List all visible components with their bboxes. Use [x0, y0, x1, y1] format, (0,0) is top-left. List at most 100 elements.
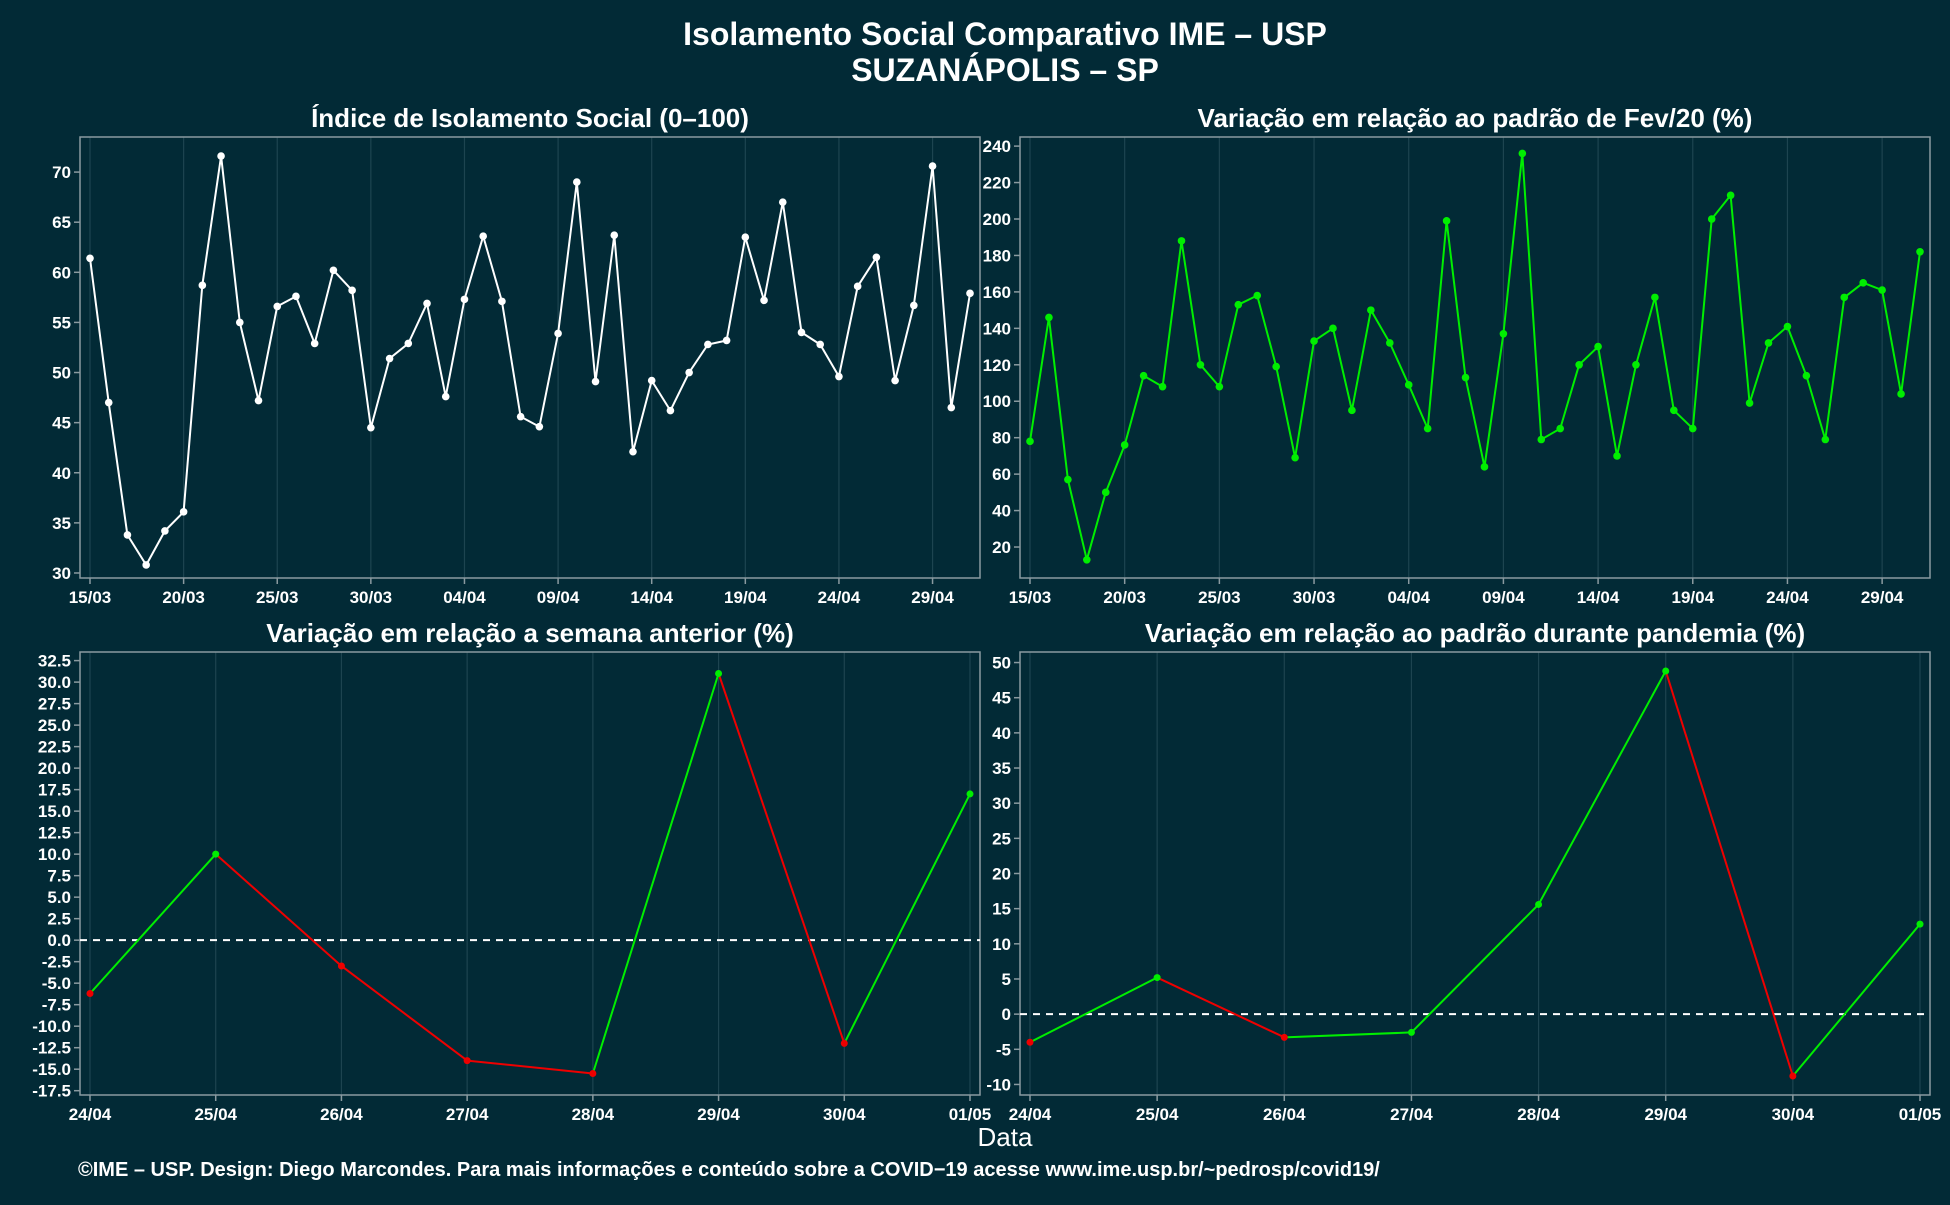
y-tick-label: 240: [983, 137, 1011, 156]
data-point: [1594, 342, 1602, 351]
data-point: [516, 412, 525, 421]
data-point: [1101, 488, 1110, 497]
data-point: [1120, 441, 1129, 449]
y-tick-label: 60: [992, 465, 1011, 484]
y-tick-label: 5.0: [47, 888, 71, 907]
y-tick-label: 25.0: [38, 716, 71, 735]
series-line: [1029, 153, 1921, 561]
data-point: [722, 336, 731, 345]
y-tick-label: 40: [992, 724, 1011, 743]
data-point: [1045, 313, 1053, 322]
series-segment: [1284, 1031, 1412, 1039]
x-tick-label: 26/04: [1263, 1105, 1306, 1124]
data-point: [1745, 399, 1754, 407]
data-point: [198, 281, 207, 290]
plot-frame: [79, 651, 981, 1096]
data-point: [535, 422, 544, 431]
data-point: [1083, 555, 1091, 564]
data-point: [778, 198, 787, 206]
data-point: [329, 266, 338, 275]
data-point: [310, 339, 319, 348]
data-point: [853, 282, 862, 291]
y-tick-label: -7.5: [42, 996, 71, 1015]
y-tick-label: 5: [1002, 970, 1011, 989]
data-point: [1329, 324, 1337, 333]
data-point: [1348, 406, 1356, 415]
y-tick-label: 32.5: [38, 652, 71, 671]
data-point: [1802, 371, 1811, 380]
data-point: [947, 403, 956, 412]
x-tick-label: 24/04: [1009, 1105, 1052, 1124]
data-point: [142, 561, 150, 569]
data-point: [1613, 452, 1621, 460]
x-tick-label: 19/04: [1671, 588, 1714, 607]
data-point: [741, 233, 750, 242]
data-point: [1253, 291, 1262, 300]
y-tick-label: 2.5: [47, 910, 71, 929]
data-point: [704, 340, 712, 349]
y-tick-label: -10.0: [32, 1017, 71, 1036]
x-tick-label: 30/03: [350, 588, 393, 607]
y-tick-label: 10.0: [38, 845, 71, 864]
y-tick-label: 220: [983, 174, 1011, 193]
y-tick-label: -15.0: [32, 1060, 71, 1079]
x-tick-label: 24/04: [818, 588, 861, 607]
plot-frame: [1019, 136, 1931, 579]
chart-title: Variação em relação ao padrão durante pa…: [1145, 618, 1805, 648]
y-tick-label: 27.5: [38, 695, 71, 714]
footer-credit: ©IME – USP. Design: Diego Marcondes. Par…: [78, 1159, 1380, 1181]
data-point: [86, 254, 94, 263]
data-point: [179, 508, 188, 516]
data-point: [1385, 339, 1394, 347]
data-point: [1461, 373, 1470, 382]
data-point: [629, 447, 637, 456]
data-point: [589, 1069, 597, 1077]
data-point: [1026, 1038, 1034, 1046]
y-tick-label: 80: [992, 429, 1011, 448]
data-point: [1234, 300, 1243, 309]
data-point: [1272, 362, 1280, 371]
y-tick-label: 20: [992, 538, 1011, 557]
data-point: [1499, 330, 1508, 338]
data-point: [348, 286, 356, 295]
x-tick-label: 25/03: [256, 588, 299, 607]
data-point: [1480, 463, 1489, 471]
y-tick-label: -2.5: [42, 953, 71, 972]
x-tick-label: 28/04: [572, 1105, 615, 1124]
data-point: [1916, 920, 1924, 928]
x-tick-label: 30/03: [1293, 588, 1336, 607]
y-tick-label: 0.0: [47, 931, 71, 950]
data-point: [891, 376, 899, 385]
data-point: [1367, 306, 1375, 314]
x-tick-label: 29/04: [1644, 1105, 1687, 1124]
data-point: [1139, 371, 1148, 380]
x-tick-label: 25/04: [1136, 1105, 1179, 1124]
y-tick-label: 50: [992, 654, 1011, 673]
data-point: [1407, 1028, 1415, 1036]
data-point: [1821, 435, 1830, 444]
data-point: [367, 423, 375, 432]
data-point: [1215, 382, 1224, 391]
series-segment: [1156, 976, 1285, 1039]
series-segment: [1664, 670, 1794, 1077]
chart-panel-2: Variação em relação ao padrão de Fev/20 …: [983, 103, 1931, 607]
data-point: [966, 790, 974, 798]
x-tick-label: 15/03: [1009, 588, 1052, 607]
data-point: [816, 340, 825, 349]
y-tick-label: 40: [992, 502, 1011, 521]
x-axis-label: Data: [978, 1122, 1033, 1152]
data-point: [1026, 437, 1034, 446]
y-tick-label: 60: [52, 263, 71, 282]
y-tick-label: 200: [983, 210, 1011, 229]
figure-subtitle: SUZANÁPOLIS – SP: [851, 52, 1159, 88]
x-tick-label: 15/03: [69, 588, 112, 607]
plot-frame: [1019, 651, 1931, 1096]
data-point: [161, 527, 169, 535]
x-tick-label: 30/04: [1772, 1105, 1815, 1124]
y-tick-label: 30: [992, 794, 1011, 813]
data-point: [104, 398, 113, 407]
data-point: [212, 850, 220, 858]
y-tick-label: -17.5: [32, 1082, 71, 1101]
data-point: [273, 302, 282, 311]
